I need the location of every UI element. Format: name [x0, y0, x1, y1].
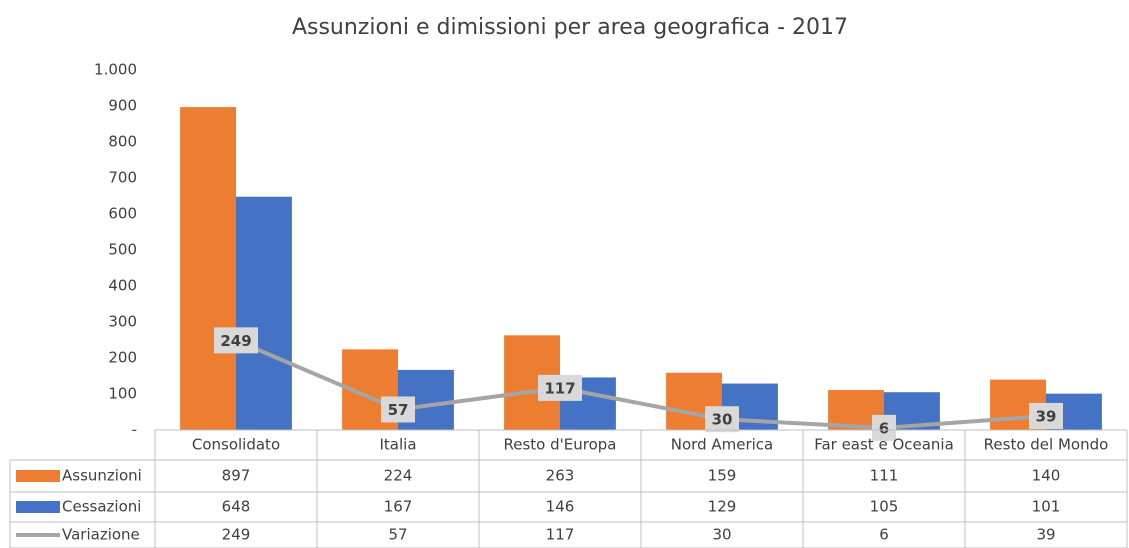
data-label-box — [381, 396, 415, 423]
data-label: 39 — [1036, 407, 1057, 425]
data-label: 6 — [879, 419, 889, 437]
table-value: 101 — [1032, 498, 1061, 516]
x-tick-label: Italia — [379, 436, 416, 454]
y-tick-label: 800 — [108, 133, 137, 151]
table-value: 111 — [870, 467, 899, 485]
table-value: 39 — [1036, 526, 1055, 544]
data-label-box — [214, 327, 258, 354]
x-tick-label: Resto d'Europa — [504, 436, 617, 454]
y-tick-label: 700 — [108, 169, 137, 187]
data-label-box — [1029, 402, 1063, 429]
y-tick-label: 300 — [108, 313, 137, 331]
table-value: 30 — [712, 526, 731, 544]
x-tick-label: Nord America — [671, 436, 773, 454]
legend-label: Variazione — [62, 526, 140, 544]
legend-label: Cessazioni — [62, 498, 141, 516]
legend-label: Assunzioni — [62, 467, 142, 485]
y-tick-label: 400 — [108, 277, 137, 295]
table-value: 897 — [222, 467, 251, 485]
table-value: 224 — [384, 467, 413, 485]
data-label: 30 — [712, 411, 733, 429]
table-value: 129 — [708, 498, 737, 516]
chart-title: Assunzioni e dimissioni per area geograf… — [292, 15, 848, 40]
table-value: 117 — [546, 526, 575, 544]
data-label-box — [705, 406, 739, 433]
y-tick-label: 500 — [108, 241, 137, 259]
y-tick-label: 600 — [108, 205, 137, 223]
table-value: 146 — [546, 498, 575, 516]
y-tick-label: 100 — [108, 385, 137, 403]
y-tick-label: - — [132, 421, 137, 439]
table-value: 140 — [1032, 467, 1061, 485]
table-value: 167 — [384, 498, 413, 516]
table-value: 6 — [879, 526, 889, 544]
y-tick-label: 1.000 — [94, 61, 137, 79]
data-label: 117 — [544, 379, 575, 397]
table-value: 57 — [388, 526, 407, 544]
data-label-box — [872, 414, 896, 441]
x-tick-label: Resto del Mondo — [984, 436, 1109, 454]
bar — [236, 196, 292, 430]
line — [235, 338, 1047, 430]
data-label-box — [538, 374, 582, 401]
x-tick-label: Far east e Oceania — [814, 436, 954, 454]
table-value: 263 — [546, 467, 575, 485]
y-tick-label: 200 — [108, 349, 137, 367]
x-tick-label: Consolidato — [192, 436, 280, 454]
bar — [180, 107, 236, 430]
legend-key — [16, 501, 60, 513]
table-value: 105 — [870, 498, 899, 516]
legend-key — [16, 470, 60, 482]
y-tick-label: 900 — [108, 97, 137, 115]
table-value: 648 — [222, 498, 251, 516]
data-label: 57 — [388, 401, 409, 419]
table-value: 159 — [708, 467, 737, 485]
data-label: 249 — [220, 332, 251, 350]
table-value: 249 — [222, 526, 251, 544]
